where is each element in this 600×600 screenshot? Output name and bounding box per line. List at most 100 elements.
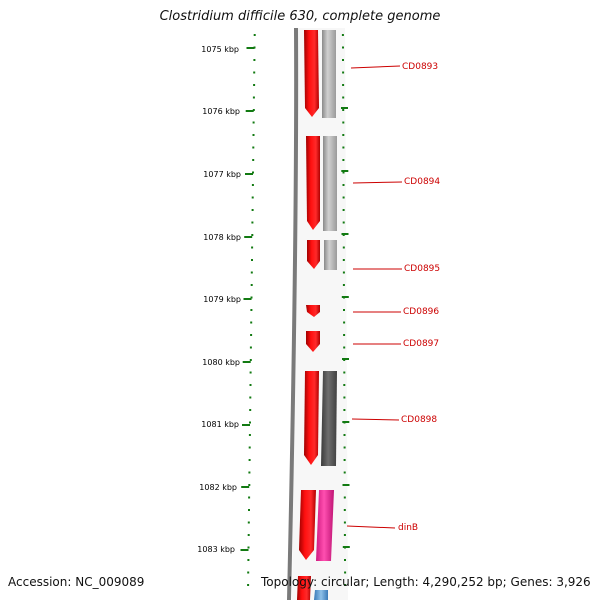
ruler-dot xyxy=(342,121,345,124)
ruler-dot xyxy=(342,159,345,161)
ruler-dot xyxy=(250,334,253,336)
ruler-dot xyxy=(343,334,346,336)
tick-label: 1078 kbp xyxy=(203,233,241,242)
gene-label[interactable]: CD0896 xyxy=(403,307,439,317)
ruler-dot xyxy=(251,209,254,211)
ruler-dot xyxy=(251,221,254,224)
ruler-major-tick xyxy=(242,361,251,363)
callout-line xyxy=(350,65,401,69)
gene-arrow-cd0894[interactable] xyxy=(306,136,320,230)
ruler-dot xyxy=(342,259,345,261)
ruler-dot xyxy=(253,59,256,61)
ruler-dot xyxy=(247,559,250,561)
ruler-dot xyxy=(249,396,252,399)
ruler-dot xyxy=(247,546,250,549)
gene-arrow-cd0898[interactable] xyxy=(304,371,319,465)
gene-arrow-cd0893[interactable] xyxy=(304,30,319,117)
callout-line xyxy=(346,525,396,529)
callout-line xyxy=(351,418,400,421)
ruler-dot xyxy=(248,509,250,511)
position-ruler-inner xyxy=(341,34,350,586)
genome-stats: Topology: circular; Length: 4,290,252 bp… xyxy=(261,575,591,589)
gene-label[interactable]: CD0897 xyxy=(403,339,439,349)
ruler-dot xyxy=(250,284,253,286)
topology-value: circular xyxy=(320,575,366,589)
ruler-major-tick xyxy=(342,358,349,360)
ruler-dot xyxy=(250,321,253,324)
tick-label: 1075 kbp xyxy=(201,45,239,54)
ruler-dot xyxy=(252,159,255,161)
gene-label[interactable]: dinB xyxy=(398,523,418,533)
ruler-major-tick xyxy=(244,236,253,238)
ruler-dot xyxy=(342,84,345,86)
ruler-dot xyxy=(343,459,346,461)
ruler-dot xyxy=(247,521,250,524)
ruler-dot xyxy=(251,246,254,249)
ruler-dot xyxy=(248,471,251,474)
ruler-dot xyxy=(252,109,255,111)
accession-info: Accession: NC_009089 xyxy=(8,575,144,589)
length-value: 4,290,252 bp xyxy=(422,575,503,589)
accession-label: Accession: xyxy=(8,575,72,589)
ruler-dot xyxy=(342,221,345,224)
ruler-dot xyxy=(342,71,345,74)
ruler-major-tick xyxy=(342,546,350,548)
ruler-dot xyxy=(249,346,252,349)
genes-label: Genes: xyxy=(510,575,553,589)
cds-features xyxy=(297,30,320,600)
length-label: Length: xyxy=(373,575,419,589)
topology-label: Topology: xyxy=(261,575,318,589)
gene-arrow-dinb[interactable] xyxy=(299,490,316,560)
gene-label[interactable]: CD0894 xyxy=(404,177,440,187)
sequence-backbone xyxy=(287,27,299,600)
ruler-dot xyxy=(344,584,347,586)
ruler-dot xyxy=(248,434,251,436)
ruler-dot xyxy=(249,359,252,361)
ruler-dot xyxy=(343,321,346,324)
ruler-dot xyxy=(247,571,250,574)
ruler-dot xyxy=(342,109,345,111)
tick-label: 1079 kbp xyxy=(203,295,241,304)
tick-label: 1082 kbp xyxy=(199,483,237,492)
ruler-dot xyxy=(248,484,251,486)
ruler-dot xyxy=(343,496,346,499)
gene-label[interactable]: CD0895 xyxy=(404,264,440,274)
ruler-dot xyxy=(342,196,345,199)
feature-block-blue xyxy=(314,590,328,600)
ruler-dot xyxy=(249,371,252,374)
tick-label: 1083 kbp xyxy=(197,545,235,554)
ruler-dot xyxy=(247,584,250,586)
accession-value: NC_009089 xyxy=(75,575,145,589)
gene-callouts: CD0893 CD0894 CD0895 CD0896 CD0897 CD089… xyxy=(346,62,440,533)
ruler-dot xyxy=(251,196,254,199)
ruler-dot xyxy=(252,134,255,136)
ruler-dot xyxy=(253,71,256,74)
ruler-major-tick xyxy=(246,47,255,49)
gene-arrow-partial xyxy=(297,576,311,600)
gene-arrow-cd0895[interactable] xyxy=(307,240,320,269)
callout-line xyxy=(352,181,403,184)
gene-arrow-cd0896[interactable] xyxy=(306,305,320,317)
ruler-dot xyxy=(343,446,346,449)
tick-label: 1076 kbp xyxy=(202,107,240,116)
gene-label[interactable]: CD0898 xyxy=(401,415,437,425)
ruler-dot xyxy=(344,571,347,574)
ruler-dot xyxy=(249,384,252,386)
ruler-dot xyxy=(342,59,344,61)
feature-block xyxy=(323,136,337,231)
tick-labels: 1075 kbp 1076 kbp 1077 kbp 1078 kbp 1079… xyxy=(197,45,241,554)
ruler-dot xyxy=(343,509,346,511)
position-ruler xyxy=(240,34,256,586)
feature-block-dark xyxy=(321,371,337,466)
ruler-dot xyxy=(343,521,346,524)
gene-label[interactable]: CD0893 xyxy=(402,62,438,72)
ruler-dot xyxy=(252,171,254,174)
ruler-dot xyxy=(343,384,346,386)
ruler-major-tick xyxy=(245,173,253,175)
ruler-major-tick xyxy=(341,233,349,235)
tick-label: 1077 kbp xyxy=(203,170,241,179)
gene-arrow-cd0897[interactable] xyxy=(306,331,320,352)
ruler-dot xyxy=(342,171,345,174)
ruler-dot xyxy=(252,121,255,124)
